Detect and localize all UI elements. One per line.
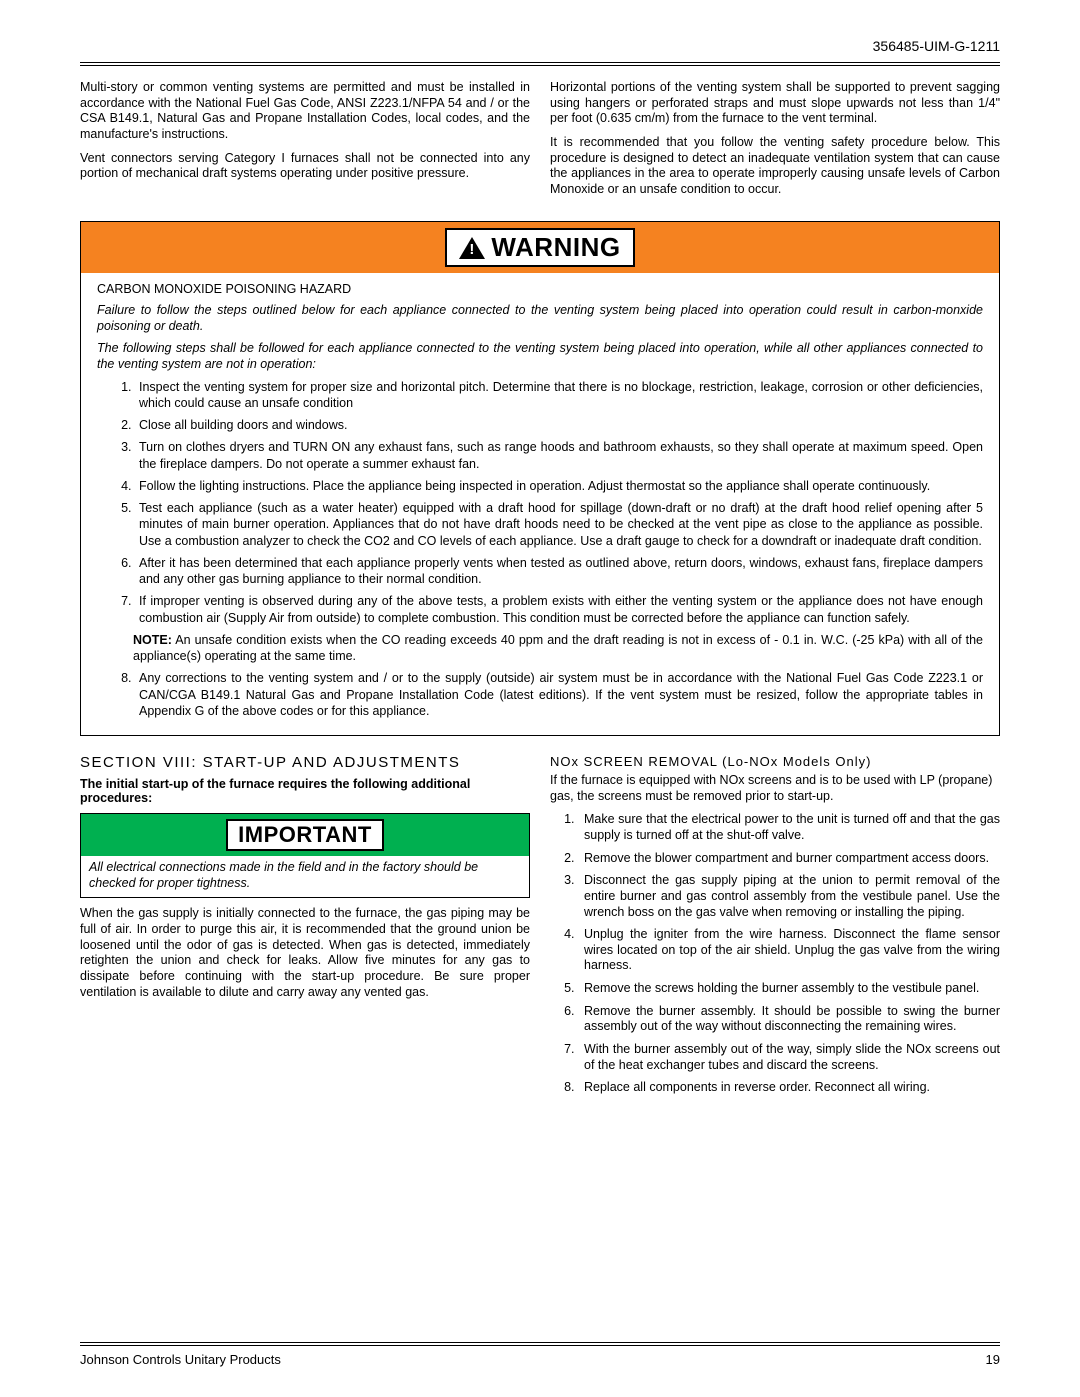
warning-item: After it has been determined that each a… <box>135 555 983 588</box>
important-box: IMPORTANT All electrical connections mad… <box>80 813 530 898</box>
intro-right: Horizontal portions of the venting syste… <box>550 80 1000 205</box>
nox-item: Make sure that the electrical power to t… <box>578 812 1000 843</box>
warning-note: NOTE: An unsafe condition exists when th… <box>115 632 983 665</box>
intro-columns: Multi-story or common venting systems ar… <box>80 80 1000 205</box>
warning-text: WARNING <box>491 232 620 263</box>
nox-list: Make sure that the electrical power to t… <box>550 812 1000 1095</box>
important-label: IMPORTANT <box>226 819 384 851</box>
warning-header: WARNING <box>81 222 999 273</box>
nox-intro: If the furnace is equipped with NOx scre… <box>550 773 1000 804</box>
document-code: 356485-UIM-G-1211 <box>80 38 1000 54</box>
warning-item: Turn on clothes dryers and TURN ON any e… <box>135 439 983 472</box>
warning-item: Inspect the venting system for proper si… <box>135 379 983 412</box>
intro-right-p1: Horizontal portions of the venting syste… <box>550 80 1000 127</box>
warning-item: If improper venting is observed during a… <box>135 593 983 626</box>
intro-left-p1: Multi-story or common venting systems ar… <box>80 80 530 143</box>
note-text: An unsafe condition exists when the CO r… <box>133 633 983 663</box>
nox-title: NOx SCREEN REMOVAL (Lo-NOx Models Only) <box>550 754 1000 769</box>
gas-paragraph: When the gas supply is initially connect… <box>80 906 530 1000</box>
important-header: IMPORTANT <box>81 814 529 856</box>
intro-right-p2: It is recommended that you follow the ve… <box>550 135 1000 198</box>
warning-body: CARBON MONOXIDE POISONING HAZARD Failure… <box>81 273 999 735</box>
warning-lead2: The following steps shall be followed fo… <box>97 340 983 373</box>
warning-title: CARBON MONOXIDE POISONING HAZARD <box>97 281 983 297</box>
footer-page: 19 <box>986 1352 1000 1367</box>
nox-item: Replace all components in reverse order.… <box>578 1080 1000 1096</box>
warning-item-8: Any corrections to the venting system an… <box>135 670 983 719</box>
warning-box: WARNING CARBON MONOXIDE POISONING HAZARD… <box>80 221 1000 736</box>
nox-item: Remove the burner assembly. It should be… <box>578 1004 1000 1035</box>
warning-triangle-icon <box>459 237 485 259</box>
nox-col: NOx SCREEN REMOVAL (Lo-NOx Models Only) … <box>550 754 1000 1103</box>
warning-item: Test each appliance (such as a water hea… <box>135 500 983 549</box>
footer-left: Johnson Controls Unitary Products <box>80 1352 281 1367</box>
warning-item: Close all building doors and windows. <box>135 417 983 433</box>
lower-columns: SECTION VIII: START-UP AND ADJUSTMENTS T… <box>80 754 1000 1103</box>
note-label: NOTE: <box>133 633 172 647</box>
footer: Johnson Controls Unitary Products 19 <box>80 1342 1000 1367</box>
important-body: All electrical connections made in the f… <box>81 856 529 897</box>
nox-item: Remove the blower compartment and burner… <box>578 851 1000 867</box>
section8-col: SECTION VIII: START-UP AND ADJUSTMENTS T… <box>80 754 530 1103</box>
section8-title: SECTION VIII: START-UP AND ADJUSTMENTS <box>80 754 530 771</box>
warning-label: WARNING <box>445 228 634 267</box>
intro-left: Multi-story or common venting systems ar… <box>80 80 530 205</box>
warning-list-cont: Any corrections to the venting system an… <box>97 670 983 719</box>
intro-left-p2: Vent connectors serving Category I furna… <box>80 151 530 182</box>
nox-item: Unplug the igniter from the wire harness… <box>578 927 1000 974</box>
footer-row: Johnson Controls Unitary Products 19 <box>80 1352 1000 1367</box>
nox-item: With the burner assembly out of the way,… <box>578 1042 1000 1073</box>
header-rule <box>80 62 1000 66</box>
section8-bold: The initial start-up of the furnace requ… <box>80 777 530 805</box>
footer-rule <box>80 1342 1000 1346</box>
warning-lead1: Failure to follow the steps outlined bel… <box>97 302 983 335</box>
warning-list: Inspect the venting system for proper si… <box>97 379 983 626</box>
warning-item: Follow the lighting instructions. Place … <box>135 478 983 494</box>
nox-item: Disconnect the gas supply piping at the … <box>578 873 1000 920</box>
nox-item: Remove the screws holding the burner ass… <box>578 981 1000 997</box>
